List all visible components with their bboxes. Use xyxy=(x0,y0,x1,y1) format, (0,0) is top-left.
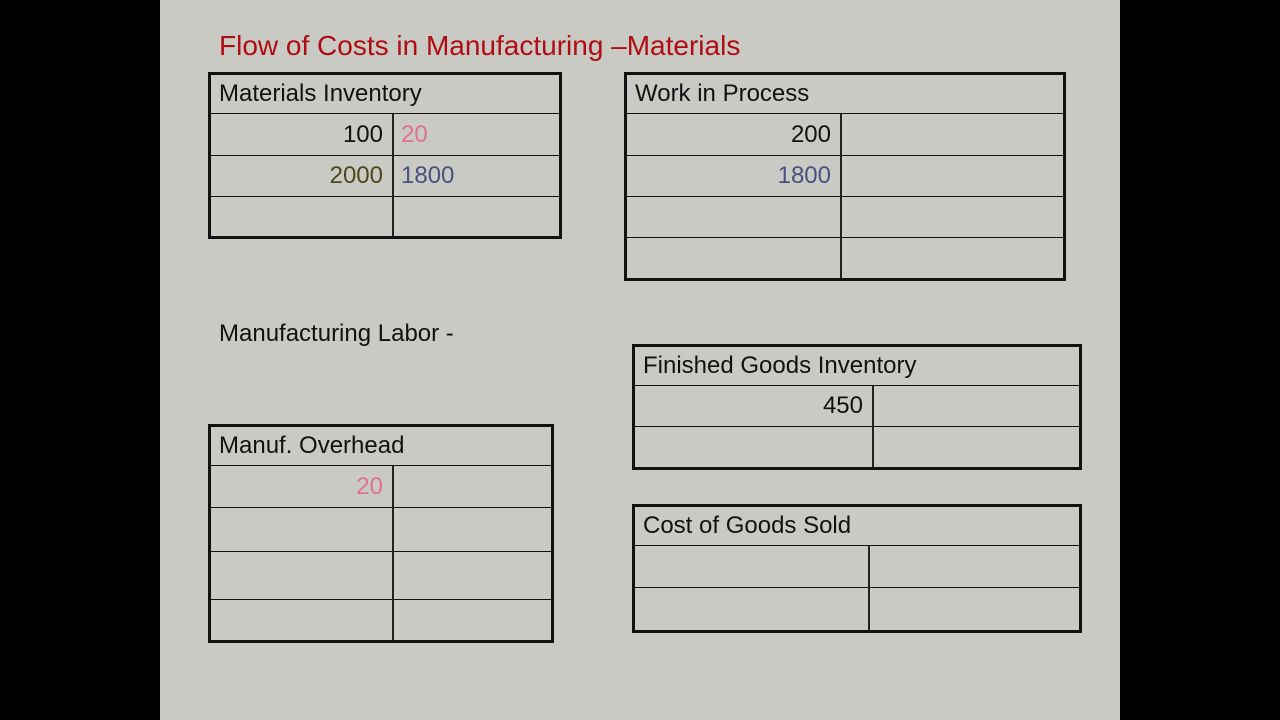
debit-cell xyxy=(635,427,872,470)
account-title: Cost of Goods Sold xyxy=(635,507,1079,546)
debit-cell: 20 xyxy=(356,472,383,500)
account-row xyxy=(627,197,1063,238)
debit-cell xyxy=(211,197,392,239)
debit-cell: 2000 xyxy=(329,162,383,189)
slide-title: Flow of Costs in Manufacturing –Material… xyxy=(219,30,741,61)
manufacturing-labor-label: Manufacturing Labor - xyxy=(219,320,454,347)
account-row: 450 xyxy=(635,386,1079,427)
t-account-manufacturing-overhead: Manuf. Overhead 20 xyxy=(208,424,554,643)
account-row: 20 xyxy=(211,466,551,508)
account-row: 200 xyxy=(627,114,1063,156)
debit-cell xyxy=(627,238,840,281)
debit-cell xyxy=(635,588,868,633)
account-title: Finished Goods Inventory xyxy=(635,347,1079,386)
credit-cell xyxy=(392,600,551,643)
debit-cell xyxy=(211,508,392,551)
t-account-divider xyxy=(392,466,394,640)
account-row xyxy=(211,508,551,552)
debit-cell xyxy=(211,552,392,599)
t-account-divider xyxy=(872,386,874,467)
account-row: 2000 1800 xyxy=(211,156,559,197)
t-account-cost-of-goods-sold: Cost of Goods Sold xyxy=(632,504,1082,633)
t-account-divider xyxy=(392,114,394,236)
account-row xyxy=(211,197,559,239)
credit-cell xyxy=(392,552,551,599)
credit-cell xyxy=(392,466,551,507)
credit-cell xyxy=(392,197,559,239)
account-title: Manuf. Overhead xyxy=(211,427,551,466)
credit-cell xyxy=(872,427,1079,470)
debit-cell: 100 xyxy=(342,120,383,148)
account-row: 1800 xyxy=(627,156,1063,197)
account-row xyxy=(635,546,1079,588)
debit-cell: 1800 xyxy=(777,162,831,189)
credit-cell xyxy=(868,546,1079,587)
t-account-divider xyxy=(868,546,870,630)
debit-cell: 200 xyxy=(790,120,831,148)
credit-cell xyxy=(392,508,551,551)
account-title: Work in Process xyxy=(627,75,1063,114)
account-row xyxy=(211,600,551,643)
credit-cell xyxy=(840,197,1063,237)
credit-cell xyxy=(840,156,1063,196)
account-row xyxy=(635,588,1079,633)
t-account-divider xyxy=(840,114,842,278)
credit-cell: 20 xyxy=(401,120,428,148)
account-title: Materials Inventory xyxy=(211,75,559,114)
debit-cell xyxy=(635,546,868,587)
credit-cell xyxy=(868,588,1079,633)
credit-cell xyxy=(840,238,1063,281)
debit-cell xyxy=(211,600,392,643)
debit-cell xyxy=(627,197,840,237)
debit-cell: 450 xyxy=(822,392,863,419)
slide xyxy=(160,0,1120,720)
account-row xyxy=(627,238,1063,281)
account-row xyxy=(211,552,551,600)
credit-cell xyxy=(840,114,1063,155)
t-account-finished-goods-inventory: Finished Goods Inventory 450 xyxy=(632,344,1082,470)
t-account-work-in-process: Work in Process 200 1800 xyxy=(624,72,1066,281)
credit-cell xyxy=(872,386,1079,426)
account-row: 100 20 xyxy=(211,114,559,156)
t-account-materials-inventory: Materials Inventory 100 20 2000 1800 xyxy=(208,72,562,239)
account-row xyxy=(635,427,1079,470)
credit-cell: 1800 xyxy=(401,162,455,189)
